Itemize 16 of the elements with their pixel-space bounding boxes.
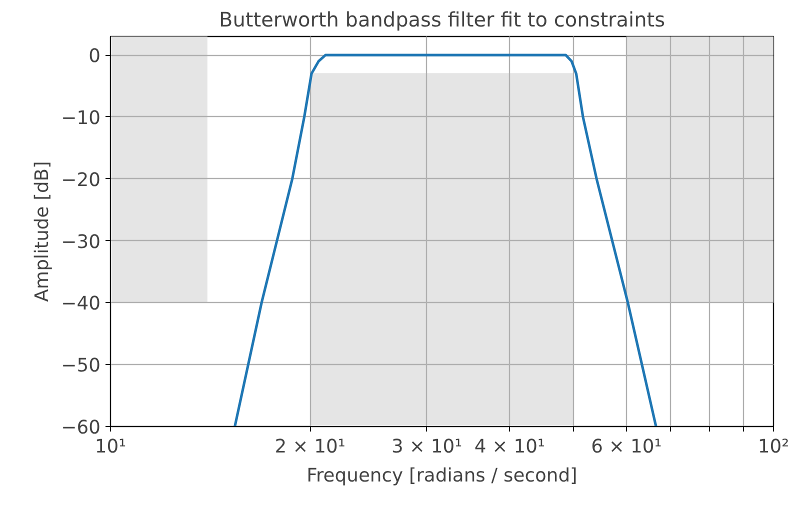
- x-tick-label: 3 × 10¹: [392, 436, 462, 458]
- x-tick-label: 10²: [758, 436, 790, 458]
- y-tick-label: −50: [61, 356, 101, 377]
- y-axis-title: Amplitude [dB]: [32, 161, 54, 302]
- y-tick-label: −60: [61, 418, 101, 438]
- y-tick-label: −40: [61, 294, 101, 315]
- x-tick-label: 10¹: [94, 436, 126, 458]
- x-tick-label: 4 × 10¹: [474, 436, 545, 458]
- x-axis-title: Frequency [radians / second]: [306, 466, 578, 486]
- y-tick-label: −30: [61, 232, 101, 253]
- y-tick-label: −10: [61, 108, 101, 129]
- x-tick-label: 6 × 10¹: [591, 436, 662, 458]
- y-tick-label: 0: [88, 46, 101, 68]
- y-tick-label: −20: [61, 170, 101, 191]
- x-tick-label: 2 × 10¹: [274, 436, 346, 458]
- chart-title: Butterworth bandpass filter fit to constraints: [218, 8, 666, 32]
